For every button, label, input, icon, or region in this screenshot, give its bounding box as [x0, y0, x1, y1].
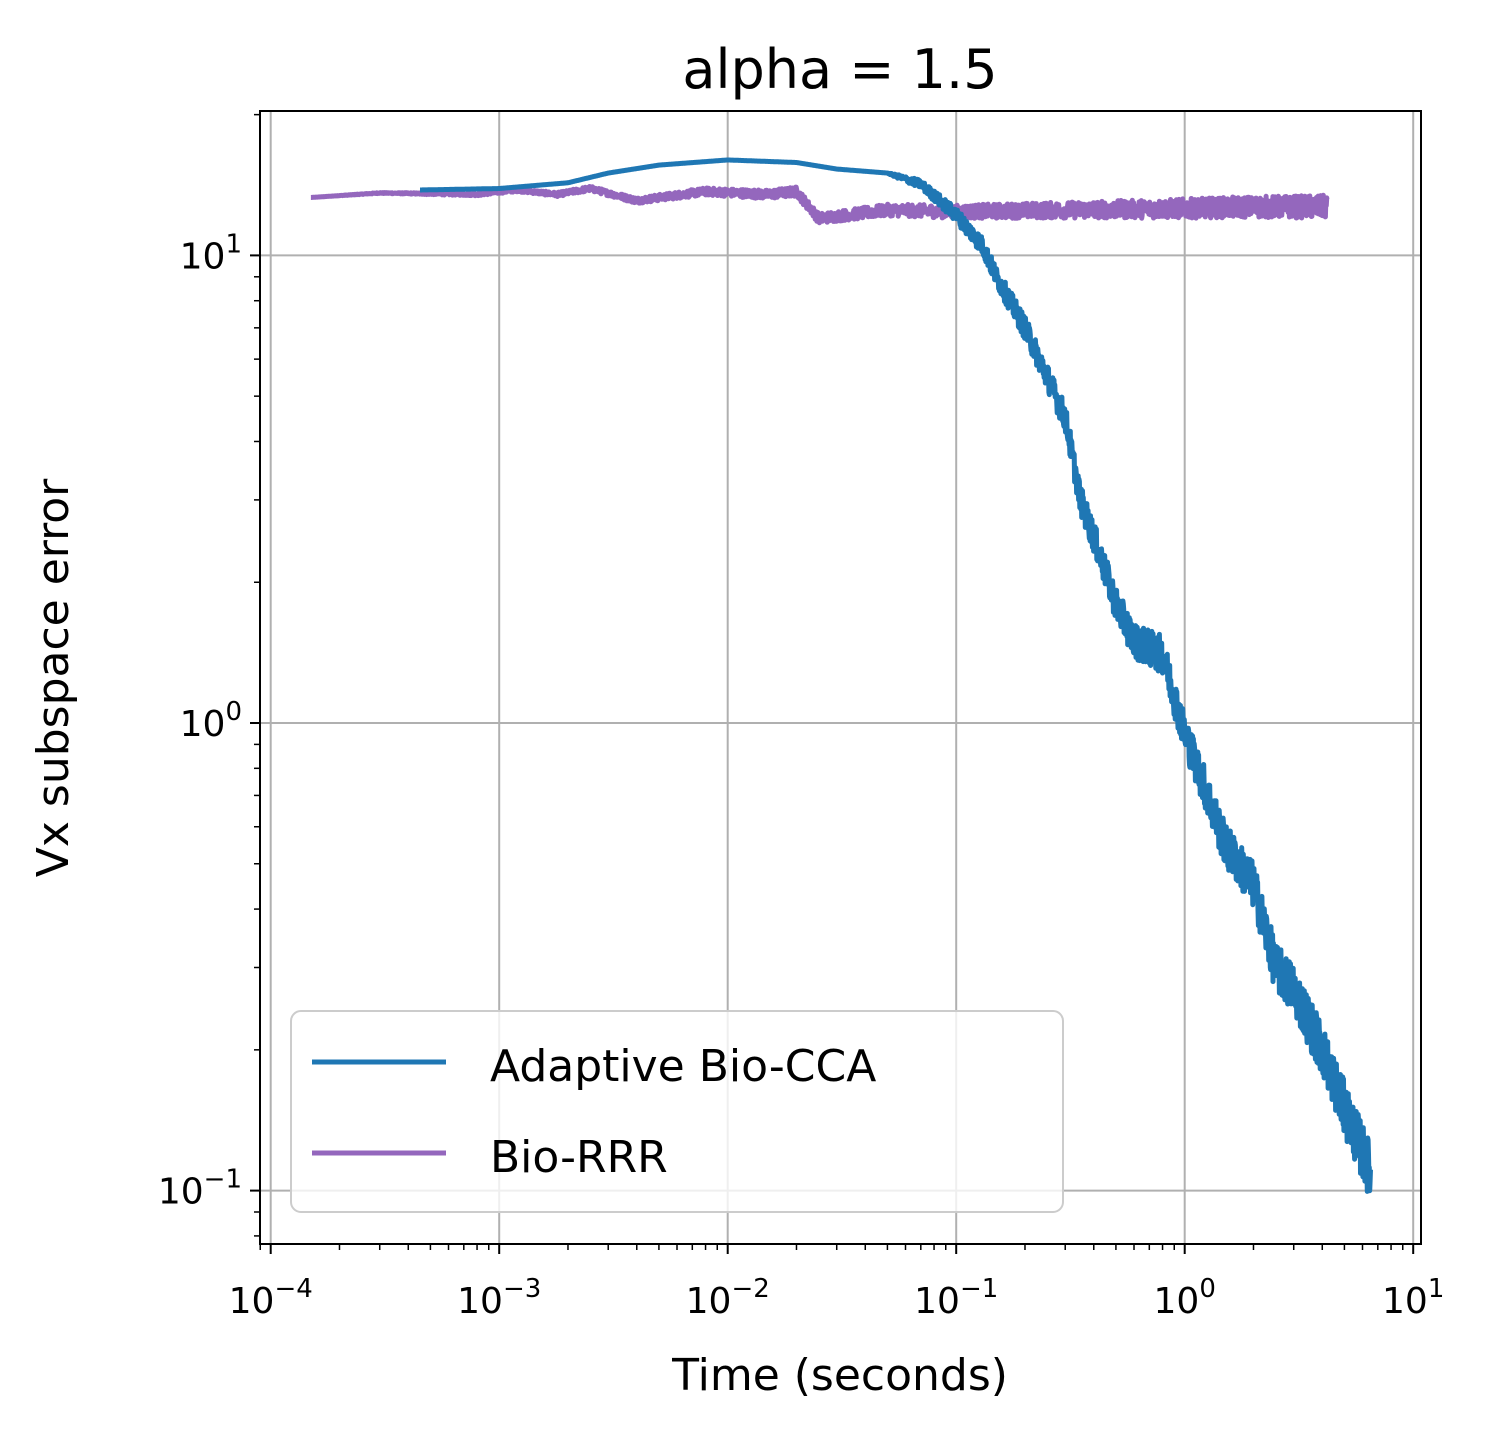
x-tick-label: 10−2 — [686, 1274, 770, 1322]
y-axis-label: Vx subspace error — [28, 478, 79, 877]
x-tick-label: 101 — [1382, 1274, 1444, 1322]
x-tick-label: 10−4 — [229, 1274, 313, 1322]
series-line-bio-rrr — [308, 184, 1330, 226]
x-tick-label: 10−3 — [457, 1274, 541, 1322]
ticks — [250, 113, 1415, 1254]
series-line-adaptive-bio-cca — [417, 157, 1373, 1194]
y-tick-label: 101 — [180, 229, 242, 277]
plot-lines — [308, 157, 1373, 1194]
legend-label-adaptive-bio-cca: Adaptive Bio-CCA — [490, 1041, 876, 1092]
x-tick-label: 100 — [1154, 1274, 1216, 1322]
tick-labels: 10−4 10−3 10−2 10−1 100 101 101 100 10−1 — [158, 229, 1445, 1322]
legend-box — [290, 1010, 1064, 1213]
legend-label-bio-rrr: Bio-RRR — [490, 1132, 668, 1183]
legend: Adaptive Bio-CCA Bio-RRR — [290, 1010, 1064, 1213]
axes-frame — [259, 110, 1422, 1245]
chart-title: alpha = 1.5 — [682, 38, 997, 101]
y-tick-label: 10−1 — [158, 1165, 242, 1213]
y-tick-label: 100 — [180, 697, 242, 745]
x-tick-label: 10−1 — [914, 1274, 998, 1322]
x-axis-label: Time (seconds) — [671, 1350, 1008, 1401]
